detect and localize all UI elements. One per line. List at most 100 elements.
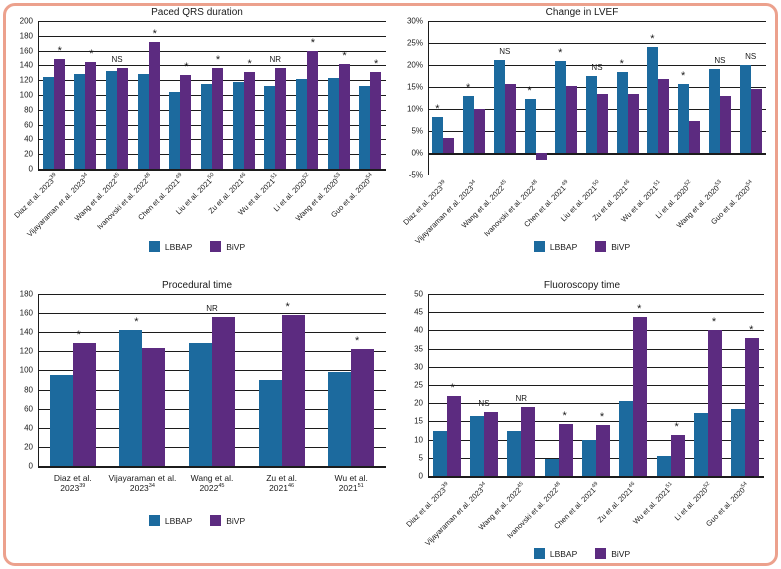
significance-annotation: *: [435, 102, 440, 115]
legend-item-lbbap: LBBAP: [533, 548, 577, 559]
bar-group: *: [643, 21, 674, 175]
legend-swatch: [210, 241, 222, 252]
gridline: [428, 65, 766, 66]
significance-annotation: *: [374, 58, 379, 71]
bar-bivp: [85, 62, 97, 169]
y-tick-label: 0: [28, 164, 33, 174]
bar-bivp: [595, 425, 610, 476]
y-tick-label: 80: [24, 105, 33, 115]
gridline: [428, 348, 764, 350]
y-tick-label: 15%: [406, 82, 423, 92]
chart-title: Paced QRS duration: [151, 7, 243, 18]
y-tick-label: 120: [19, 346, 33, 356]
significance-annotation: *: [681, 69, 686, 82]
plot-area: 180 160 140 120 100 80 60 40 20 0 * * NR * *: [20, 290, 386, 471]
y-tick-label: 25%: [406, 38, 423, 48]
legend-item-lbbap: LBBAP: [148, 241, 192, 252]
bar-group: *: [196, 21, 228, 169]
bar-group: *: [652, 294, 689, 476]
bar-group: *: [612, 21, 643, 175]
legend: LBBAP BiVP: [390, 241, 774, 252]
bar-lbbap: [544, 458, 559, 476]
bar-lbbap: [708, 69, 720, 153]
bar-group: *: [228, 21, 260, 169]
significance-annotation: *: [450, 381, 455, 394]
bar-group: *: [459, 21, 490, 175]
legend-label: BiVP: [611, 548, 631, 559]
bar-bivp: [211, 316, 235, 466]
gridline: [428, 294, 764, 295]
y-axis-line: [38, 21, 39, 169]
bar-group: *: [108, 294, 178, 466]
gridline: [38, 294, 386, 295]
bar-group: *: [674, 21, 705, 175]
significance-annotation: *: [285, 301, 290, 314]
category-label: Zu et al. 202146: [266, 473, 297, 493]
significance-annotation: NS: [591, 63, 603, 73]
legend-swatch: [533, 548, 545, 559]
bar-bivp: [658, 79, 670, 153]
y-tick-label: 30%: [406, 16, 423, 26]
chart-change-in-lvef: Change in LVEF 30% 25% 20% 15% 10% 5% 0% -5% * * N…: [390, 4, 774, 266]
y-tick-label: 160: [19, 308, 33, 318]
bar-lbbap: [169, 92, 181, 169]
legend-swatch: [595, 241, 607, 252]
legend-swatch: [210, 515, 222, 526]
bar-bivp: [521, 406, 536, 476]
bar-group: *: [291, 21, 323, 169]
gridline: [38, 313, 386, 315]
legend: LBBAP BiVP: [8, 241, 386, 252]
y-tick-label: 30: [414, 362, 423, 372]
y-tick-label: 0: [418, 471, 423, 481]
significance-annotation: NS: [478, 399, 490, 409]
legend-item-lbbap: LBBAP: [533, 241, 577, 252]
significance-annotation: NR: [515, 393, 528, 403]
bar-lbbap: [49, 375, 73, 466]
category-label: Ivanovski et al. 202248: [482, 178, 539, 239]
category-label: Vijayaraman et al. 202334: [108, 473, 177, 493]
bar-lbbap: [585, 76, 597, 153]
y-tick-label: 5%: [411, 126, 423, 136]
bar-group: *: [133, 21, 165, 169]
bar-lbbap: [188, 342, 212, 466]
legend-item-lbbap: LBBAP: [148, 515, 192, 526]
gridline: [428, 366, 764, 368]
bar-bivp: [148, 41, 160, 169]
y-tick-label: 50: [414, 289, 423, 299]
bar-group: *: [689, 294, 726, 476]
gridline: [38, 21, 386, 22]
bar-lbbap: [137, 74, 149, 169]
bar-lbbap: [328, 372, 352, 466]
y-tick-label: 20: [414, 398, 423, 408]
bar-bivp: [306, 50, 318, 169]
bar-lbbap: [295, 79, 307, 169]
bar-bivp: [117, 68, 129, 169]
chart-fluoroscopy-time: Fluoroscopy time 50 45 40 35 30 25 20 15 10 5 0 * NS…: [390, 272, 774, 564]
gridline: [38, 65, 386, 67]
significance-annotation: *: [57, 45, 62, 58]
y-tick-label: 40: [24, 134, 33, 144]
significance-annotation: *: [152, 27, 157, 40]
y-tick-label: 140: [19, 327, 33, 337]
significance-annotation: *: [619, 57, 624, 70]
bar-lbbap: [493, 59, 505, 153]
bar-group: *: [551, 21, 582, 175]
bar-bivp: [243, 72, 255, 169]
y-tick-label: 60: [24, 404, 33, 414]
y-tick-label: 25: [414, 380, 423, 390]
bar-group: NR: [503, 294, 540, 476]
significance-annotation: *: [711, 316, 717, 329]
gridline: [38, 35, 386, 37]
bar-lbbap: [582, 439, 596, 476]
y-tick-label: 10%: [406, 104, 423, 114]
y-tick-label: 45: [414, 307, 423, 317]
bar-lbbap: [42, 77, 54, 169]
bar-bivp: [211, 68, 223, 169]
bar-bivp: [750, 89, 762, 153]
bar-bivp: [338, 63, 350, 169]
bar-bivp: [443, 138, 455, 153]
bar-lbbap: [739, 65, 751, 153]
bar-lbbap: [555, 60, 567, 153]
legend-item-bivp: BiVP: [210, 515, 245, 526]
